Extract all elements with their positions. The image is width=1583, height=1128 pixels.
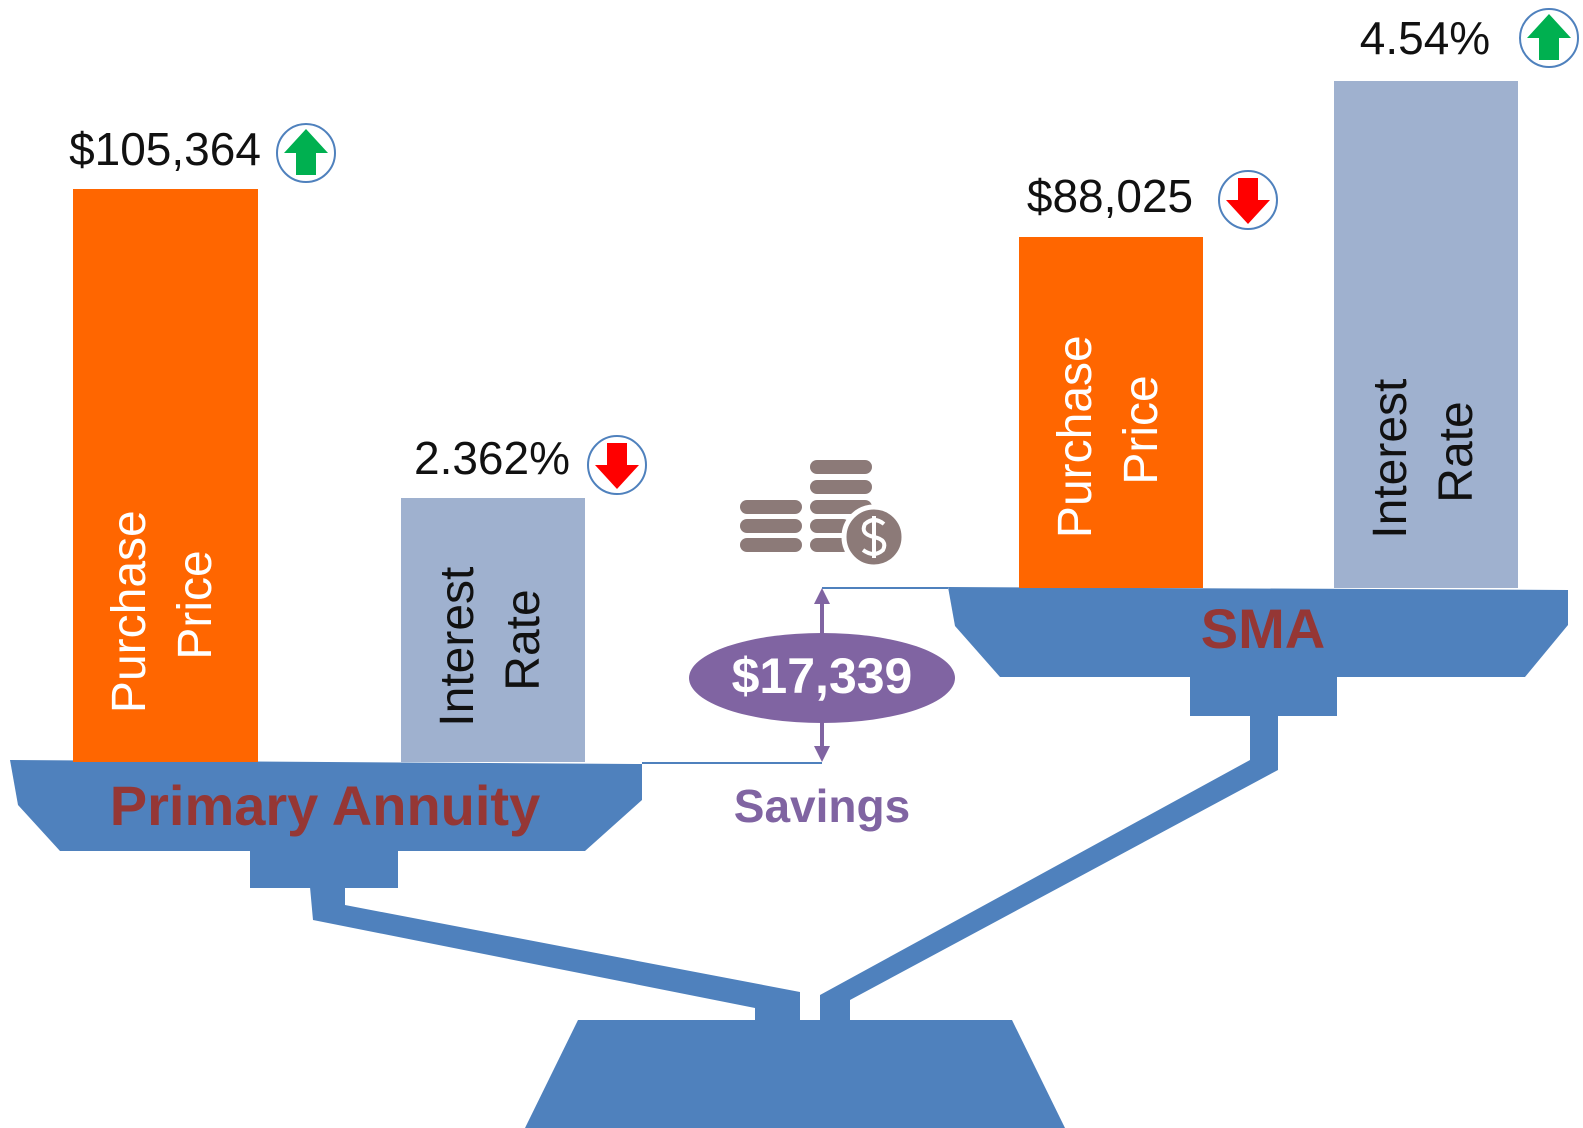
bar-value: 2.362%: [414, 432, 570, 484]
coins-icon: [740, 460, 904, 567]
left-arm: [310, 887, 800, 1020]
scale-base: [525, 1020, 1065, 1128]
savings-value: $17,339: [732, 648, 913, 704]
pan-title: SMA: [1201, 597, 1325, 660]
trend-icon: [1219, 171, 1277, 229]
right-arm: [820, 715, 1278, 1020]
trend-icon: [1520, 9, 1578, 67]
bar: [1019, 237, 1203, 588]
bar-value: $88,025: [1027, 170, 1193, 222]
bar-value: $105,364: [69, 123, 261, 175]
savings-label: Savings: [734, 780, 910, 832]
pan-title: Primary Annuity: [110, 774, 540, 837]
right-stem: [1190, 675, 1337, 716]
trend-icon: [277, 124, 335, 182]
infographic: Purchase Price Interest Rate Purchase Pr…: [0, 0, 1583, 1128]
bar: [1334, 81, 1518, 588]
trend-icon: [588, 436, 646, 494]
bar-value: 4.54%: [1360, 12, 1490, 64]
left-stem: [250, 848, 398, 888]
bar: [73, 189, 258, 762]
bar: [401, 498, 585, 762]
